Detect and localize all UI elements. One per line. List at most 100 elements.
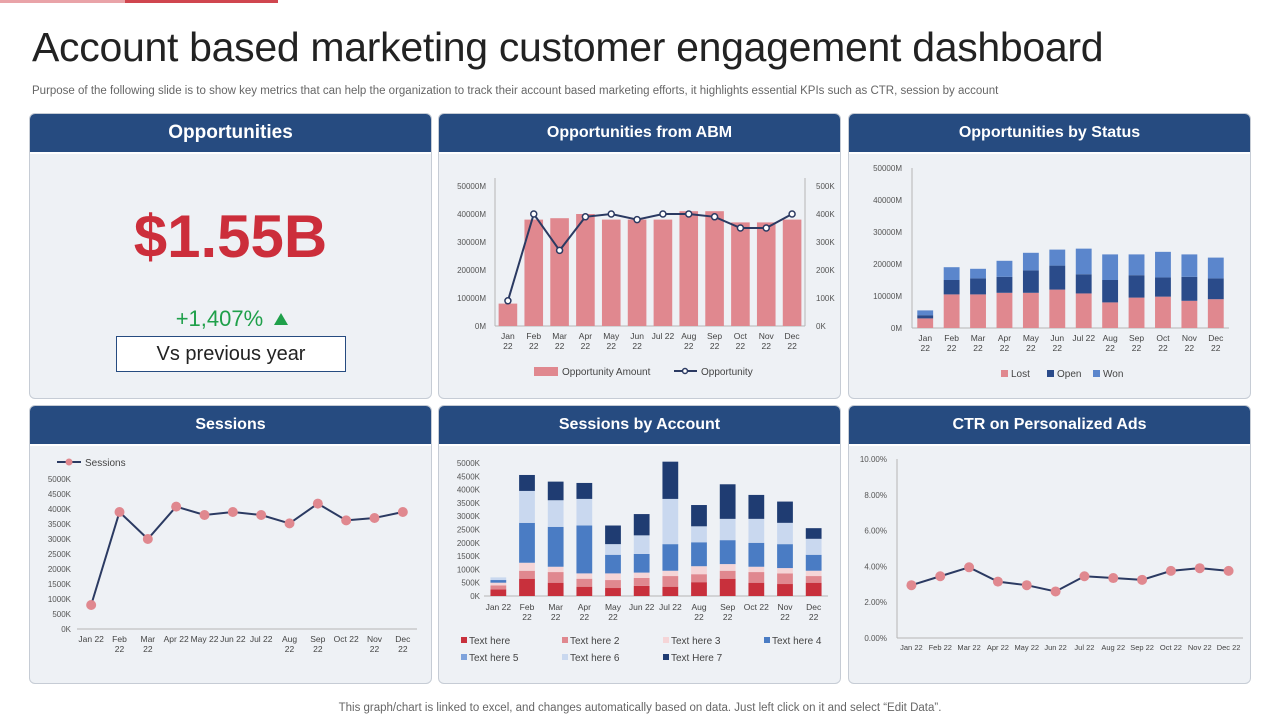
legend-swatch-open <box>1047 370 1054 377</box>
y-tick-label: 8.00% <box>864 491 887 500</box>
account-bar-segment <box>633 585 650 596</box>
status-bar-won <box>943 267 960 280</box>
x-tick-label: Jan 22 <box>78 634 104 644</box>
account-bar-segment <box>719 570 736 579</box>
x-tick-label: Sep <box>720 602 735 612</box>
y-tick-label-right: 0K <box>816 322 826 331</box>
y-tick-label: 4500K <box>457 472 481 481</box>
account-bar-segment <box>605 573 621 581</box>
legend-label: Text here 5 <box>469 653 519 664</box>
abm-bar <box>679 211 699 326</box>
x-tick-label: 22 <box>143 644 153 654</box>
x-tick-label: 22 <box>1211 343 1221 353</box>
x-tick-label: Mar <box>971 333 986 343</box>
account-bar-segment <box>662 570 679 577</box>
account-bar-segment <box>805 538 822 555</box>
sessions-header: Sessions <box>30 406 431 444</box>
legend-label-lost: Lost <box>1011 369 1030 380</box>
abm-bar <box>498 303 518 326</box>
status-bar-won <box>1207 257 1224 279</box>
sessions-point <box>397 507 408 517</box>
x-tick-label: 22 <box>632 341 642 351</box>
status-bar-open <box>970 278 986 295</box>
y-tick-label: 2500K <box>48 550 72 559</box>
abm-point <box>607 210 615 218</box>
status-bar-lost <box>970 294 986 328</box>
x-tick-label: 22 <box>710 341 720 351</box>
account-bar-segment <box>605 544 621 555</box>
account-bar-segment <box>777 544 793 569</box>
x-tick-label: 22 <box>285 644 295 654</box>
y-tick-label: 2500K <box>457 526 481 535</box>
x-tick-label: Jun <box>630 331 644 341</box>
y-tick-label: 6.00% <box>864 527 887 536</box>
y-tick-label: 50000M <box>873 164 902 173</box>
abm-point <box>504 297 512 305</box>
status-bar-won <box>1128 254 1145 276</box>
x-tick-label: Mar 22 <box>957 643 980 652</box>
sessions-chart: 0K 500K 1000K 1500K 2000K 2500K 3000K 3500K 4000… <box>48 458 417 654</box>
x-tick-label: 22 <box>503 341 513 351</box>
accent-bar <box>0 0 278 3</box>
status-bar-open <box>1075 274 1092 294</box>
y-tick-label-left: 0M <box>475 322 486 331</box>
status-bar-lost <box>1075 293 1092 328</box>
x-tick-label: Oct 22 <box>1160 643 1182 652</box>
x-tick-label: Apr <box>578 602 591 612</box>
x-tick-label: 22 <box>947 343 957 353</box>
sessions-point <box>341 515 352 526</box>
account-bar-segment <box>777 522 793 545</box>
status-panel: Opportunities by Status 0M 10000M 20000M 30… <box>848 113 1251 399</box>
account-bar-segment <box>805 576 822 583</box>
account-bar-segment <box>519 578 535 596</box>
x-tick-label: Dec 22 <box>1217 643 1241 652</box>
panel-divider <box>30 152 431 154</box>
x-tick-label: 22 <box>920 343 930 353</box>
x-tick-label: Mar <box>141 634 156 644</box>
ctr-point <box>935 571 946 582</box>
sessions-point <box>171 501 182 512</box>
x-tick-label: Dec <box>395 634 411 644</box>
abm-point <box>555 246 564 255</box>
x-tick-label: 22 <box>1158 343 1168 353</box>
x-tick-label: 22 <box>736 341 746 351</box>
account-bar-segment <box>719 564 736 571</box>
sessions-point <box>312 498 323 509</box>
status-bar-won <box>1022 252 1039 271</box>
y-tick-label: 20000M <box>873 260 902 269</box>
sessions-point <box>227 507 238 517</box>
ctr-point <box>1050 586 1061 597</box>
x-tick-label: Feb <box>526 331 541 341</box>
legend-label-opportunity: Opportunity <box>701 367 753 378</box>
status-header: Opportunities by Status <box>849 114 1250 152</box>
x-tick-label: Aug <box>681 331 696 341</box>
legend-label: Text here 4 <box>772 636 822 647</box>
account-bar-segment <box>662 576 679 587</box>
legend-swatch-amount <box>534 367 558 376</box>
y-tick-label: 4000K <box>48 505 72 514</box>
account-bar-segment <box>748 582 765 596</box>
abm-bar <box>550 218 569 326</box>
x-tick-label: Feb <box>112 634 127 644</box>
account-bar-segment <box>805 528 822 539</box>
page-subtitle: Purpose of the following slide is to sho… <box>32 85 999 97</box>
account-bar-segment <box>662 544 679 571</box>
x-tick-label: Jan 22 <box>486 602 512 612</box>
account-bar-segment <box>748 494 765 519</box>
kpi-value: $1.55B <box>133 203 328 270</box>
legend-swatch <box>663 654 669 660</box>
x-tick-label: Mar <box>552 331 567 341</box>
account-bar-segment <box>805 554 822 571</box>
account-bar-segment <box>547 481 564 501</box>
abm-bar <box>782 219 802 326</box>
account-bar-segment <box>490 585 507 590</box>
x-tick-label: Jul 22 <box>250 634 273 644</box>
x-tick-label: Jun 22 <box>220 634 246 644</box>
account-bar-segment <box>547 526 564 567</box>
panel-divider <box>849 152 1250 154</box>
legend-swatch-lost <box>1001 370 1008 377</box>
panel-divider <box>439 444 840 446</box>
account-bar-segment <box>777 568 793 574</box>
x-tick-label: Mar <box>548 602 563 612</box>
sessions-point <box>114 507 125 517</box>
